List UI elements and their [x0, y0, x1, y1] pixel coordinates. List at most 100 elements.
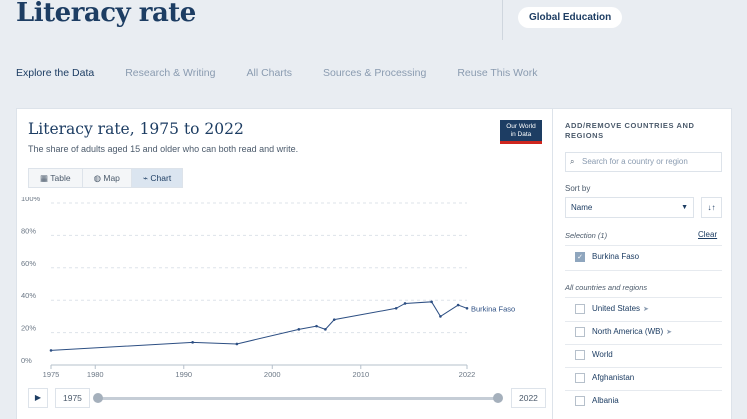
divider [565, 367, 722, 368]
chart-title: Literacy rate, 1975 to 2022 [28, 120, 244, 138]
divider [565, 321, 722, 322]
owid-logo[interactable]: Our World in Data [500, 120, 542, 144]
play-icon: ▶ [34, 393, 42, 402]
end-year-box[interactable]: 2022 [511, 388, 546, 408]
list-item[interactable]: Afghanistan [565, 368, 722, 390]
checkbox[interactable] [575, 304, 585, 314]
tab-research-writing[interactable]: Research & Writing [125, 67, 216, 79]
start-handle[interactable] [93, 393, 103, 403]
header-divider [502, 0, 503, 40]
item-label: North America (WB) [592, 327, 664, 336]
tab-all-charts[interactable]: All Charts [246, 67, 292, 79]
all-countries-label: All countries and regions [565, 283, 648, 292]
selection-label: Selection (1) [565, 231, 608, 240]
y-tick-label: 60% [21, 259, 36, 268]
location-arrow-icon: ➤ [666, 329, 672, 336]
list-item[interactable]: World [565, 345, 722, 367]
x-tick-label: 2010 [352, 370, 369, 379]
clear-button[interactable]: Clear [698, 230, 718, 239]
view-label: Map [103, 173, 120, 183]
divider [565, 297, 722, 298]
search-input[interactable]: ⌕ Search for a country or region [565, 152, 722, 172]
view-switcher: ▦ Table ◍ Map ⌁ Chart [28, 168, 184, 188]
checkbox-checked[interactable]: ✓ [575, 252, 585, 262]
topic-pill[interactable]: Global Education [518, 7, 623, 28]
table-view-button[interactable]: ▦ Table [29, 169, 83, 187]
data-point [430, 300, 433, 304]
data-point [235, 342, 239, 346]
globe-icon: ◍ [93, 173, 104, 183]
data-point [191, 341, 194, 344]
data-point [315, 324, 318, 328]
x-tick-label: 1990 [175, 370, 192, 379]
timeline-track[interactable] [98, 397, 498, 400]
y-tick-label: 80% [21, 226, 36, 235]
x-tick-label: 1980 [87, 370, 104, 379]
chevron-down-icon: ▼ [681, 204, 688, 211]
line-chart-icon: ⌁ [142, 173, 151, 183]
sort-select[interactable]: Name ▼ [565, 197, 694, 218]
list-item[interactable]: Albania [565, 391, 722, 413]
sort-value: Name [571, 203, 593, 212]
divider [565, 245, 722, 246]
selector-heading: ADD/REMOVE COUNTRIES AND REGIONS [565, 121, 695, 140]
sort-direction-button[interactable]: ↓↑ [701, 197, 722, 218]
location-arrow-icon: ➤ [643, 306, 649, 313]
list-item[interactable]: North America (WB) ➤ [565, 322, 722, 344]
series-label: Burkina Faso [471, 304, 515, 313]
sort-label: Sort by [565, 184, 591, 193]
sort-order-icon: ↓↑ [707, 203, 716, 212]
page-title: Literacy rate [16, 0, 196, 28]
entity-selector: ADD/REMOVE COUNTRIES AND REGIONS ⌕ Searc… [552, 109, 733, 419]
checkbox[interactable] [575, 327, 585, 337]
data-point [456, 303, 460, 307]
y-tick-label: 0% [21, 356, 32, 365]
chart-card: Literacy rate, 1975 to 2022 The share of… [16, 108, 732, 419]
data-point [297, 328, 301, 331]
x-tick-label: 2000 [264, 370, 281, 379]
x-tick-label: 2022 [459, 370, 476, 379]
line-chart: 100% 80% 60% 40% 20% 0% 1975 1980 1990 2000 2010 20… [21, 197, 515, 379]
map-view-button[interactable]: ◍ Map [83, 169, 132, 187]
data-point [394, 307, 398, 310]
item-label: Afghanistan [592, 373, 635, 382]
item-label: United States [592, 304, 641, 313]
data-point [439, 315, 442, 318]
divider [565, 270, 722, 271]
divider [565, 344, 722, 345]
data-point [49, 349, 53, 352]
y-tick-label: 40% [21, 291, 36, 300]
item-label: Burkina Faso [592, 252, 640, 261]
data-point [324, 328, 327, 331]
item-label: World [592, 350, 613, 359]
tab-sources-processing[interactable]: Sources & Processing [323, 67, 427, 79]
start-year-box[interactable]: 1975 [55, 388, 90, 408]
series-line [50, 301, 468, 351]
y-tick-label: 100% [21, 197, 41, 203]
logo-line-2: in Data [510, 130, 532, 138]
list-item[interactable]: United States ➤ [565, 299, 722, 321]
view-label: Chart [150, 173, 172, 183]
tab-bar: Explore the Data Research & Writing All … [16, 67, 568, 79]
tab-explore-the-data[interactable]: Explore the Data [16, 67, 95, 79]
chart-subtitle: The share of adults aged 15 and older wh… [28, 144, 299, 154]
data-point [332, 318, 336, 321]
end-handle[interactable] [493, 393, 503, 403]
divider [565, 390, 722, 391]
data-point [465, 307, 469, 310]
checkbox[interactable] [575, 350, 585, 360]
search-icon: ⌕ [570, 157, 575, 166]
x-tick-label: 1975 [43, 370, 60, 379]
logo-line-1: Our World [506, 123, 536, 130]
play-button[interactable]: ▶ [28, 388, 48, 408]
view-label: Table [50, 173, 71, 183]
tab-reuse-this-work[interactable]: Reuse This Work [457, 67, 538, 79]
data-point [403, 302, 407, 305]
item-label: Albania [592, 396, 619, 405]
selected-item[interactable]: ✓ Burkina Faso [565, 247, 722, 269]
checkbox[interactable] [575, 396, 585, 406]
search-placeholder: Search for a country or region [582, 157, 688, 166]
chart-view-button[interactable]: ⌁ Chart [131, 169, 183, 187]
checkbox[interactable] [575, 373, 585, 383]
y-tick-label: 20% [21, 324, 36, 333]
